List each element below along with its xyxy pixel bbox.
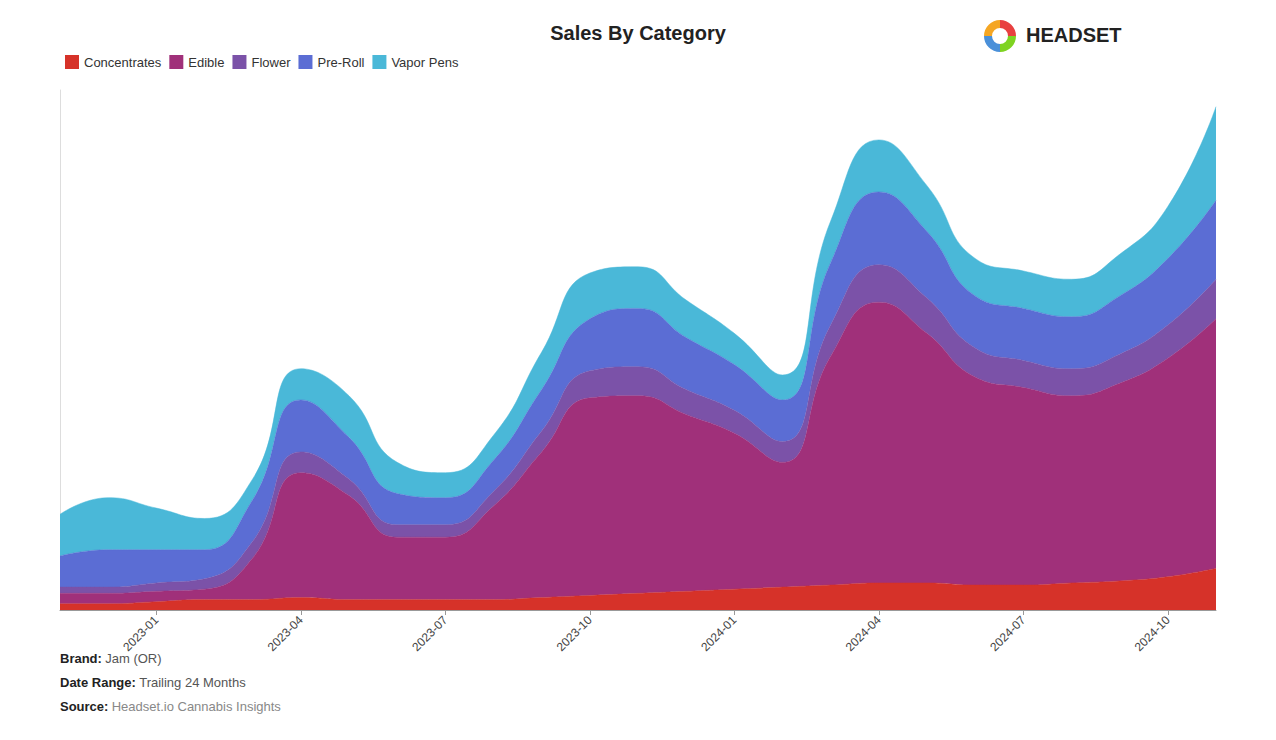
svg-text:Date Range:: Date Range: bbox=[60, 675, 136, 690]
svg-text:Concentrates: Concentrates bbox=[84, 55, 162, 70]
svg-text:2023-04: 2023-04 bbox=[265, 613, 306, 654]
svg-text:2024-07: 2024-07 bbox=[987, 613, 1028, 654]
svg-text:Jam (OR): Jam (OR) bbox=[105, 651, 161, 666]
svg-text:Flower: Flower bbox=[251, 55, 291, 70]
svg-text:Vapor Pens: Vapor Pens bbox=[391, 55, 458, 70]
svg-text:Source:: Source: bbox=[60, 699, 108, 714]
svg-text:Sales By Category: Sales By Category bbox=[550, 22, 727, 44]
svg-text:2023-01: 2023-01 bbox=[120, 613, 161, 654]
svg-text:Pre-Roll: Pre-Roll bbox=[317, 55, 364, 70]
svg-text:HEADSET: HEADSET bbox=[1026, 24, 1122, 46]
svg-text:Headset.io Cannabis Insights: Headset.io Cannabis Insights bbox=[112, 699, 282, 714]
svg-text:Trailing 24 Months: Trailing 24 Months bbox=[139, 675, 246, 690]
svg-text:Edible: Edible bbox=[188, 55, 224, 70]
svg-text:2023-10: 2023-10 bbox=[554, 613, 595, 654]
svg-text:2023-07: 2023-07 bbox=[409, 613, 450, 654]
svg-text:Brand:: Brand: bbox=[60, 651, 102, 666]
svg-text:2024-04: 2024-04 bbox=[843, 613, 884, 654]
svg-text:2024-10: 2024-10 bbox=[1132, 613, 1173, 654]
svg-text:2024-01: 2024-01 bbox=[698, 613, 739, 654]
